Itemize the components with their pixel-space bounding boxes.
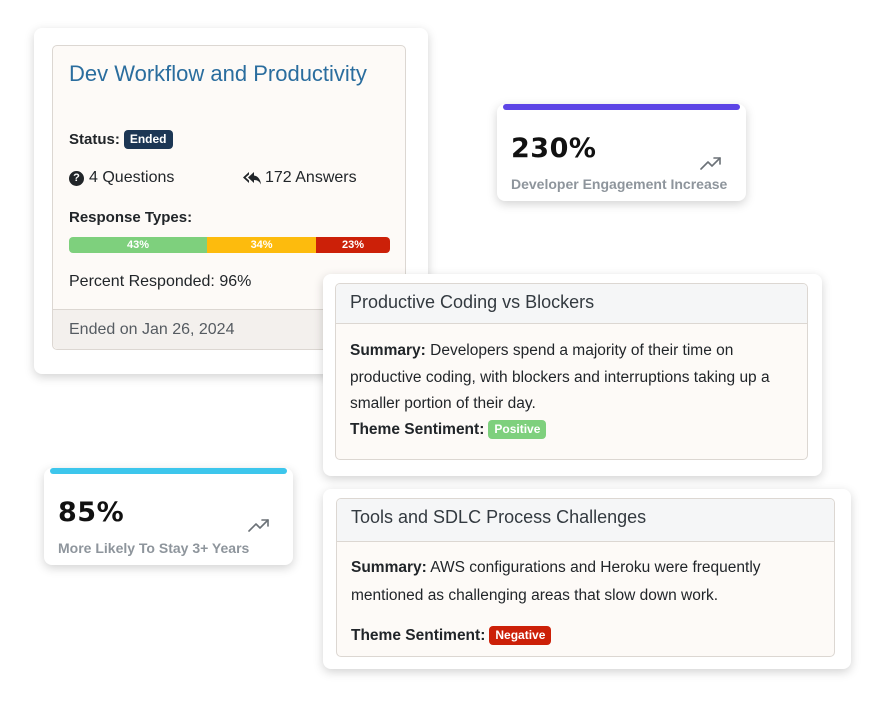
theme-summary: Summary: Developers spend a majority of …	[350, 338, 800, 418]
sentiment-badge: Negative	[489, 626, 552, 645]
status-row: Status: Ended	[69, 130, 173, 149]
survey-title[interactable]: Dev Workflow and Productivity	[69, 61, 367, 86]
metric-card-retention: 85% More Likely To Stay 3+ Years	[44, 468, 293, 565]
theme-card-1: Productive Coding vs Blockers Summary: D…	[335, 283, 808, 460]
theme-sentiment: Theme Sentiment: Positive	[350, 420, 547, 439]
theme-header: Tools and SDLC Process Challenges	[337, 499, 834, 542]
reply-all-icon	[243, 172, 261, 185]
theme-sentiment: Theme Sentiment: Negative	[351, 626, 552, 645]
theme-card-container-2: Tools and SDLC Process Challenges Summar…	[323, 489, 851, 669]
response-types-bar: 43% 34% 23%	[69, 237, 390, 253]
metric-value: 230%	[511, 133, 597, 164]
sentiment-badge: Positive	[488, 420, 547, 439]
theme-card-2: Tools and SDLC Process Challenges Summar…	[336, 498, 835, 657]
sentiment-label: Theme Sentiment:	[350, 420, 485, 438]
summary-text: AWS configurations and Heroku were frequ…	[351, 559, 761, 604]
theme-title: Productive Coding vs Blockers	[350, 292, 595, 312]
theme-header: Productive Coding vs Blockers	[336, 284, 807, 324]
summary-label: Summary:	[350, 342, 426, 359]
answers-count: 172 Answers	[265, 169, 357, 186]
status-badge: Ended	[123, 130, 173, 149]
sentiment-label: Theme Sentiment:	[351, 626, 486, 644]
status-label: Status:	[69, 131, 120, 148]
metric-caption: More Likely To Stay 3+ Years	[58, 540, 250, 556]
answers-stat: 172 Answers	[242, 169, 357, 187]
metric-accent-bar	[50, 468, 287, 474]
metric-value: 85%	[58, 497, 125, 528]
trending-up-icon	[700, 157, 721, 170]
percent-responded: Percent Responded: 96%	[69, 273, 252, 290]
theme-summary: Summary: AWS configurations and Heroku w…	[351, 554, 821, 610]
summary-label: Summary:	[351, 559, 427, 576]
summary-text: Developers spend a majority of their tim…	[350, 342, 770, 412]
metric-accent-bar	[503, 104, 740, 110]
response-segment-2: 34%	[207, 237, 317, 253]
ended-date: Ended on Jan 26, 2024	[69, 321, 235, 338]
metric-caption: Developer Engagement Increase	[511, 176, 728, 192]
response-segment-1: 43%	[69, 237, 208, 253]
theme-title: Tools and SDLC Process Challenges	[351, 507, 647, 527]
trending-up-icon	[248, 519, 269, 532]
response-types-label: Response Types:	[69, 209, 193, 226]
questions-stat: ? 4 Questions	[69, 169, 174, 187]
metric-card-engagement: 230% Developer Engagement Increase	[497, 104, 746, 201]
questions-count: 4 Questions	[89, 169, 175, 186]
question-circle-icon: ?	[69, 170, 84, 186]
response-segment-3: 23%	[316, 237, 390, 253]
theme-card-container-1: Productive Coding vs Blockers Summary: D…	[323, 274, 822, 476]
